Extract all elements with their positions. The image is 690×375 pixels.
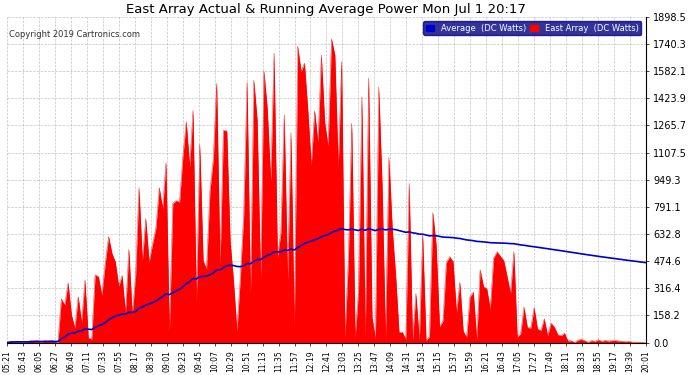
Title: East Array Actual & Running Average Power Mon Jul 1 20:17: East Array Actual & Running Average Powe… bbox=[126, 3, 526, 16]
Legend: Average  (DC Watts), East Array  (DC Watts): Average (DC Watts), East Array (DC Watts… bbox=[423, 21, 642, 35]
Text: Copyright 2019 Cartronics.com: Copyright 2019 Cartronics.com bbox=[8, 30, 139, 39]
